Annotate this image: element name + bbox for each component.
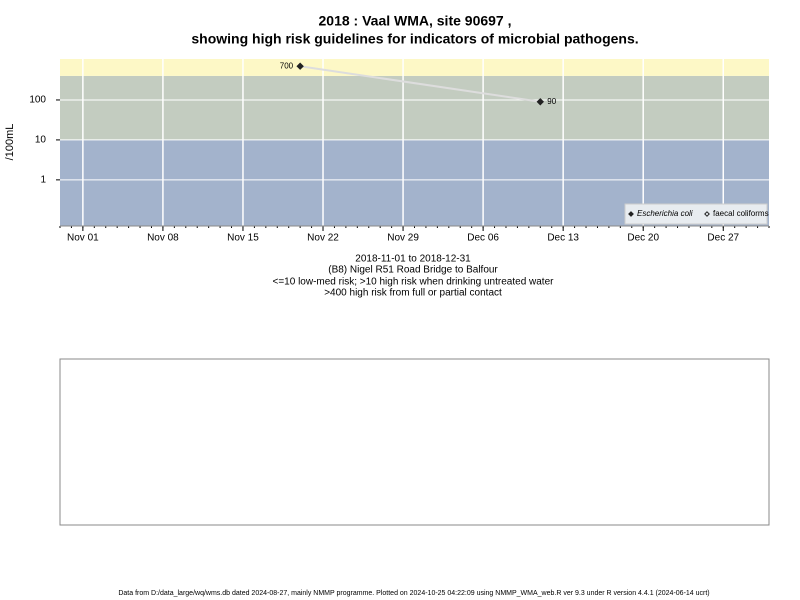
x-tick-label: Nov 22: [307, 233, 339, 244]
x-tick-label: Dec 20: [627, 233, 659, 244]
y-tick-label: 100: [29, 95, 46, 106]
y-axis-label: /100mL: [4, 124, 16, 161]
data-point: [536, 98, 544, 106]
legend-marker: [704, 211, 710, 217]
empty-panel: [59, 358, 770, 526]
footer: Data from D:/data_large/wq/wms.db dated …: [118, 590, 709, 597]
data-point: [296, 62, 304, 70]
y-tick-label: 1: [40, 175, 46, 186]
y-tick-label: 10: [35, 135, 47, 146]
data-label: 700: [280, 61, 294, 70]
caption: <=10 low-med risk; >10 high risk when dr…: [273, 277, 555, 288]
data-label: 90: [547, 97, 556, 106]
legend-marker: [628, 211, 634, 217]
x-tick-label: Nov 15: [227, 233, 259, 244]
risk-band: [60, 59, 769, 76]
legend-label: faecal coliforms: [713, 209, 769, 218]
x-tick-label: Dec 13: [547, 233, 579, 244]
risk-band: [60, 75, 769, 140]
legend-box: [624, 203, 768, 225]
x-tick-label: Dec 06: [467, 233, 499, 244]
caption: 2018-11-01 to 2018-12-31: [355, 254, 471, 265]
x-tick-label: Nov 08: [147, 233, 179, 244]
series-line: [299, 65, 541, 103]
x-tick-label: Nov 01: [67, 233, 99, 244]
legend-label: Escherichia coli: [637, 209, 693, 218]
chart-title: 2018 : Vaal WMA, site 90697 ,: [319, 13, 512, 29]
x-tick-label: Dec 27: [707, 233, 739, 244]
x-tick-label: Nov 29: [387, 233, 419, 244]
caption: >400 high risk from full or partial cont…: [324, 288, 502, 299]
chart-subtitle: showing high risk guidelines for indicat…: [191, 31, 638, 47]
caption: (B8) Nigel R51 Road Bridge to Balfour: [328, 265, 498, 276]
